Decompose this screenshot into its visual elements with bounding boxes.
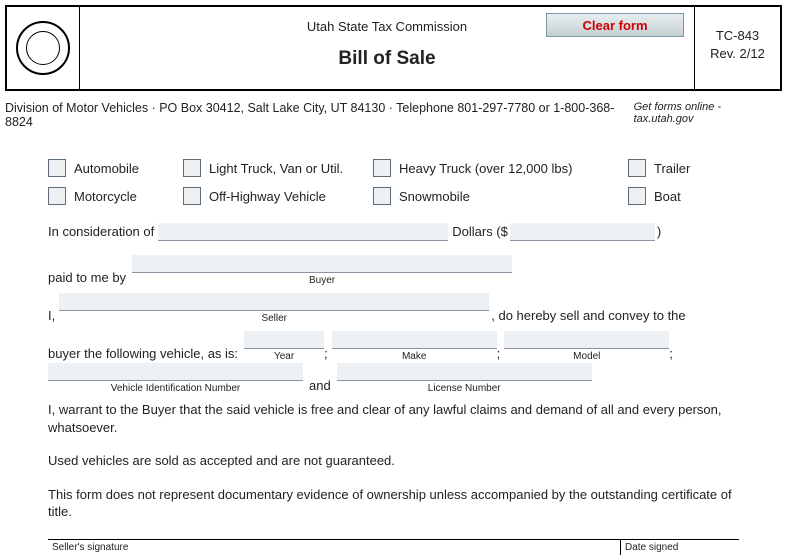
check-heavy-truck[interactable]: Heavy Truck (over 12,000 lbs) xyxy=(373,159,628,177)
clear-form-button[interactable]: Clear form xyxy=(546,13,684,37)
online-note: Get forms online - tax.utah.gov xyxy=(634,101,782,129)
text-close-paren: ) xyxy=(657,224,661,241)
sublabel-buyer: Buyer xyxy=(132,274,512,287)
model-input[interactable] xyxy=(504,331,669,349)
year-input[interactable] xyxy=(244,331,324,349)
text-consideration: In consideration of xyxy=(48,224,154,241)
sublabel-seller: Seller xyxy=(59,312,489,325)
dmv-address: Division of Motor Vehicles · PO Box 3041… xyxy=(5,101,634,129)
sublabel-vin: Vehicle Identification Number xyxy=(48,382,303,395)
amount-number-input[interactable] xyxy=(510,223,655,241)
title-cell: Clear form Utah State Tax Commission Bil… xyxy=(80,7,694,89)
amount-words-input[interactable] xyxy=(158,223,448,241)
checkbox-icon[interactable] xyxy=(48,187,66,205)
text-paidtome: paid to me by xyxy=(48,270,126,287)
check-automobile[interactable]: Automobile xyxy=(48,159,183,177)
form-code: TC-843 xyxy=(695,27,780,45)
seller-input[interactable] xyxy=(59,293,489,311)
sublabel-model: Model xyxy=(504,350,669,363)
check-label: Heavy Truck (over 12,000 lbs) xyxy=(399,161,572,176)
check-label: Snowmobile xyxy=(399,189,470,204)
line-consideration: In consideration of Dollars ($ ) xyxy=(48,223,739,241)
check-row-2: Motorcycle Off-Highway Vehicle Snowmobil… xyxy=(48,187,739,205)
text-semi1: ; xyxy=(324,346,328,363)
form-revision: Rev. 2/12 xyxy=(695,45,780,63)
para-used: Used vehicles are sold as accepted and a… xyxy=(48,452,739,470)
make-input[interactable] xyxy=(332,331,497,349)
checkbox-icon[interactable] xyxy=(373,159,391,177)
text-semi2: ; xyxy=(497,346,501,363)
text-i: I, xyxy=(48,308,55,325)
state-seal-icon xyxy=(16,21,70,75)
sublabel-make: Make xyxy=(332,350,497,363)
check-label: Light Truck, Van or Util. xyxy=(209,161,343,176)
check-label: Automobile xyxy=(74,161,139,176)
form-body: Automobile Light Truck, Van or Util. Hea… xyxy=(0,139,787,555)
buyer-input[interactable] xyxy=(132,255,512,273)
seal-cell xyxy=(7,7,80,89)
checkbox-icon[interactable] xyxy=(628,187,646,205)
checkbox-icon[interactable] xyxy=(183,159,201,177)
seller-signature-field[interactable]: Seller's signature xyxy=(48,540,620,555)
sublabel-license: License Number xyxy=(337,382,592,395)
check-boat[interactable]: Boat xyxy=(628,187,728,205)
check-label: Trailer xyxy=(654,161,690,176)
check-label: Off-Highway Vehicle xyxy=(209,189,326,204)
line-vehicle: buyer the following vehicle, as is: Year… xyxy=(48,331,739,363)
check-label: Motorcycle xyxy=(74,189,137,204)
check-snowmobile[interactable]: Snowmobile xyxy=(373,187,628,205)
form-title: Bill of Sale xyxy=(80,48,694,70)
signature-row: Seller's signature Date signed xyxy=(48,539,739,555)
sublabel-year: Year xyxy=(244,350,324,363)
check-ohv[interactable]: Off-Highway Vehicle xyxy=(183,187,373,205)
text-hereby: , do hereby sell and convey to the xyxy=(491,308,685,325)
form-code-cell: TC-843 Rev. 2/12 xyxy=(694,7,780,89)
vin-input[interactable] xyxy=(48,363,303,381)
text-buyer-following: buyer the following vehicle, as is: xyxy=(48,346,238,363)
checkbox-icon[interactable] xyxy=(183,187,201,205)
checkbox-icon[interactable] xyxy=(48,159,66,177)
check-light-truck[interactable]: Light Truck, Van or Util. xyxy=(183,159,373,177)
check-trailer[interactable]: Trailer xyxy=(628,159,728,177)
checkbox-icon[interactable] xyxy=(628,159,646,177)
check-motorcycle[interactable]: Motorcycle xyxy=(48,187,183,205)
line-seller: I, Seller , do hereby sell and convey to… xyxy=(48,293,739,325)
date-signed-field[interactable]: Date signed xyxy=(620,540,739,555)
header-box: Clear form Utah State Tax Commission Bil… xyxy=(5,5,782,91)
license-input[interactable] xyxy=(337,363,592,381)
para-notitle: This form does not represent documentary… xyxy=(48,486,739,521)
text-and: and xyxy=(309,378,331,395)
checkbox-icon[interactable] xyxy=(373,187,391,205)
sub-bar: Division of Motor Vehicles · PO Box 3041… xyxy=(5,97,782,139)
para-warrant: I, warrant to the Buyer that the said ve… xyxy=(48,401,739,436)
line-vin: Vehicle Identification Number and Licens… xyxy=(48,363,739,395)
text-dollars: Dollars ($ xyxy=(452,224,508,241)
line-paid: paid to me by Buyer xyxy=(48,255,739,287)
text-semi3: ; xyxy=(669,346,673,363)
check-label: Boat xyxy=(654,189,681,204)
check-row-1: Automobile Light Truck, Van or Util. Hea… xyxy=(48,159,739,177)
